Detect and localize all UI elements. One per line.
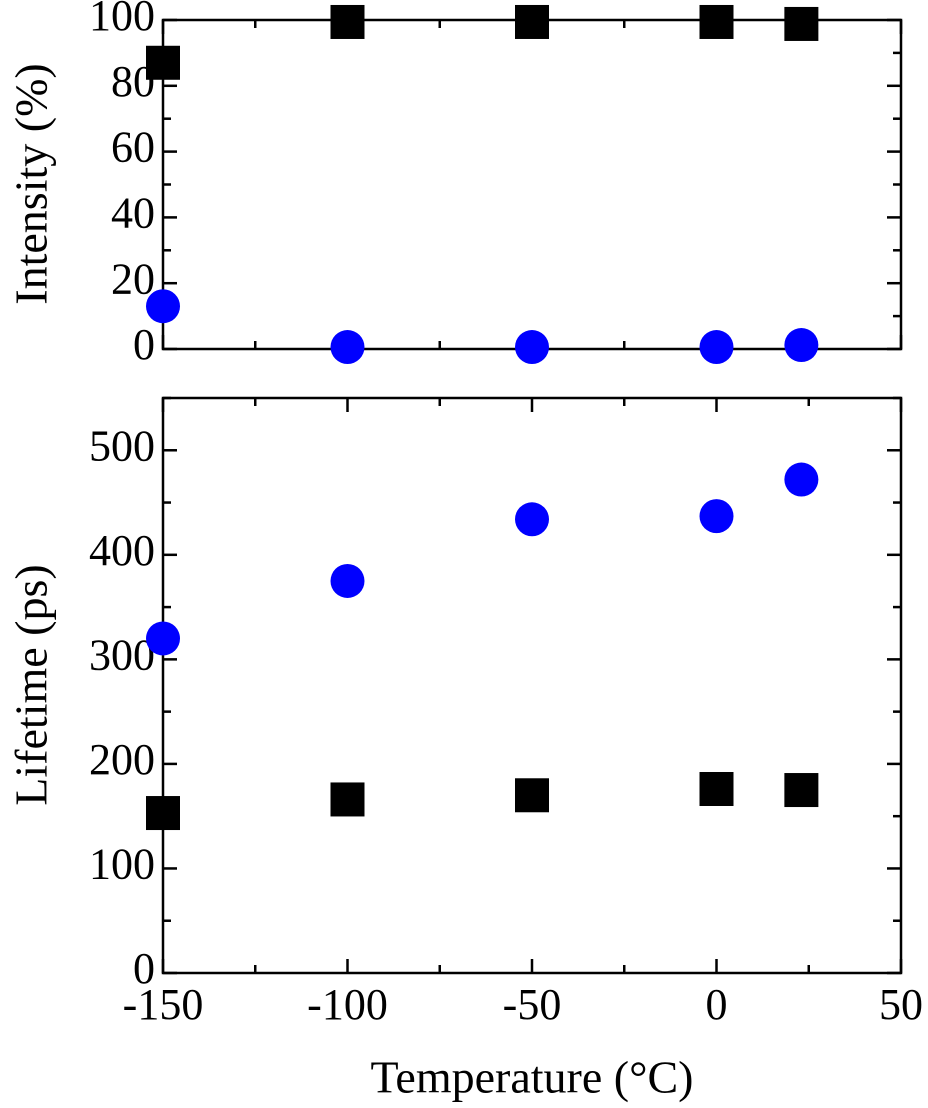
lifetime-x-tick-label: -100 (307, 980, 388, 1029)
lifetime-ticks (161, 396, 903, 975)
intensity-y-tick-label: 0 (133, 320, 155, 369)
intensity-series-0-point (146, 45, 180, 80)
intensity-y-tick-label: 40 (111, 188, 155, 237)
lifetime-x-tick-label: -50 (503, 980, 562, 1029)
intensity-series-0-point (330, 4, 365, 39)
x-axis-title: Temperature (°C) (371, 1052, 694, 1103)
intensity-markers (146, 4, 819, 365)
intensity-y-tick-label: 60 (111, 123, 155, 172)
lifetime-y-tick-label: 300 (89, 630, 155, 679)
lifetime-series-1-point (330, 563, 365, 598)
intensity-y-axis-title: Intensity (%) (6, 63, 57, 304)
intensity-series-0-point (515, 4, 549, 39)
intensity-series-0-point (784, 6, 819, 41)
intensity-ticks (161, 18, 903, 351)
lifetime-series-1-point (515, 502, 549, 537)
intensity-series-1-point (784, 328, 819, 363)
intensity-series-1-point (330, 330, 365, 365)
lifetime-y-tick-label: 500 (89, 421, 155, 470)
lifetime-series-1-point (784, 462, 819, 497)
lifetime-series-0-point (784, 773, 819, 808)
lifetime-y-tick-label: 100 (89, 840, 155, 889)
lifetime-tick-labels: 0 100 200 300 400 500 -150 -100 -50 0 50 (89, 421, 923, 1029)
lifetime-x-tick-label: -150 (123, 980, 204, 1029)
lifetime-series-0-point (515, 778, 549, 813)
lifetime-markers (146, 462, 819, 831)
intensity-plot-frame (161, 18, 903, 351)
lifetime-y-tick-label: 0 (133, 944, 155, 993)
intensity-series-1-point (146, 289, 180, 324)
intensity-series-1-point (515, 330, 549, 365)
lifetime-y-tick-label: 400 (89, 526, 155, 575)
lifetime-y-tick-label: 200 (89, 735, 155, 784)
lifetime-series-0-point (699, 772, 734, 806)
lifetime-x-tick-label: 50 (879, 980, 923, 1029)
lifetime-panel: 0 100 200 300 400 500 -150 -100 -50 0 50 Lifetime … (6, 396, 923, 1103)
lifetime-series-0-point (146, 796, 180, 831)
lifetime-x-tick-label: 0 (706, 980, 728, 1029)
lifetime-series-0-point (330, 782, 365, 817)
lifetime-series-1-point (146, 621, 180, 656)
intensity-series-1-point (699, 330, 734, 365)
intensity-series-0-point (699, 4, 734, 39)
intensity-y-tick-label: 100 (89, 0, 155, 40)
lifetime-series-1-point (699, 499, 734, 534)
intensity-y-tick-label: 20 (111, 254, 155, 303)
lifetime-y-axis-title: Lifetime (ps) (6, 564, 57, 805)
